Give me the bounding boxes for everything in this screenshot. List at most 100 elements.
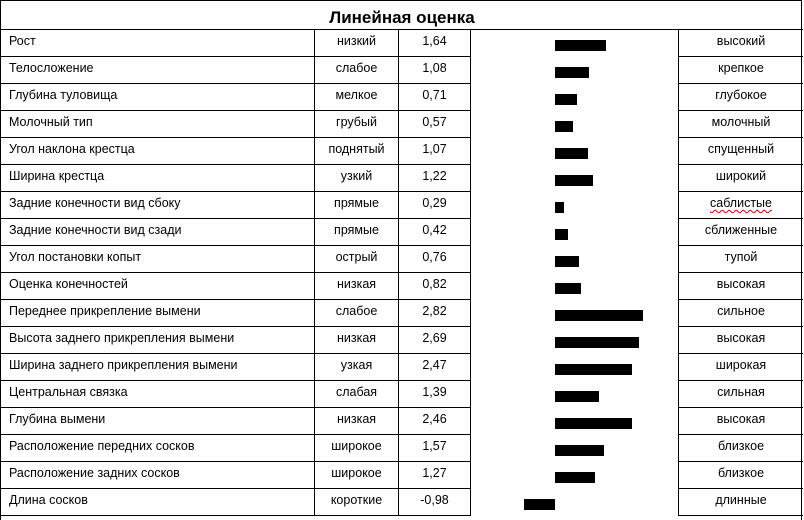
table-row: Рост низкий 1,64 высокий — [1, 30, 803, 57]
low-label-cell: поднятый — [315, 138, 399, 165]
high-label-cell: высокая — [678, 273, 803, 300]
high-label-cell-text: высокая — [716, 277, 766, 291]
trait-name-cell-text: Глубина вымени — [9, 412, 106, 426]
value-cell: 0,42 — [399, 219, 471, 246]
low-label-cell-text: слабое — [335, 61, 378, 75]
trait-name-cell-text: Расположение задних сосков — [9, 466, 180, 480]
low-label-cell-text: узкий — [340, 169, 373, 183]
high-label-cell: высокая — [678, 327, 803, 354]
trait-name-cell: Глубина вымени — [1, 408, 315, 435]
trait-name-cell-text: Рост — [9, 34, 36, 48]
trait-name-cell: Телосложение — [1, 57, 315, 84]
high-label-cell: близкое — [678, 435, 803, 462]
value-cell: 0,71 — [399, 84, 471, 111]
high-label-cell-text: высокая — [716, 412, 766, 426]
table-row: Задние конечности вид сзади прямые 0,42 сбл… — [1, 219, 803, 246]
value-cell: -0,98 — [399, 489, 471, 516]
high-label-cell: крепкое — [678, 57, 803, 84]
low-label-cell: низкая — [315, 408, 399, 435]
value-bar — [555, 310, 644, 321]
table-row: Ширина крестца узкий 1,22 широкий — [1, 165, 803, 192]
low-label-cell-text: короткие — [330, 493, 383, 507]
high-label-cell-text: спущенный — [707, 142, 775, 156]
value-cell: 0,76 — [399, 246, 471, 273]
value-cell-text: 1,07 — [422, 142, 447, 156]
value-cell: 1,08 — [399, 57, 471, 84]
trait-name-cell-text: Ширина заднего прикрепления вымени — [9, 358, 238, 372]
table-row: Глубина вымени низкая 2,46 высокая — [1, 408, 803, 435]
table-row: Молочный тип грубый 0,57 молочный — [1, 111, 803, 138]
value-cell-text: -0,98 — [420, 493, 449, 507]
low-label-cell: прямые — [315, 192, 399, 219]
table-title: Линейная оценка — [1, 1, 803, 30]
trait-name-cell: Высота заднего прикрепления вымени — [1, 327, 315, 354]
value-cell-text: 0,57 — [422, 115, 447, 129]
table-row: Оценка конечностей низкая 0,82 высокая — [1, 273, 803, 300]
high-label-cell: близкое — [678, 462, 803, 489]
value-cell-text: 2,69 — [422, 331, 447, 345]
low-label-cell-text: низкая — [336, 412, 377, 426]
trait-name-cell-text: Телосложение — [9, 61, 94, 75]
value-cell-text: 1,64 — [422, 34, 447, 48]
high-label-cell-text: тупой — [724, 250, 758, 264]
value-bar — [555, 229, 569, 240]
value-cell: 2,82 — [399, 300, 471, 327]
value-cell-text: 2,46 — [422, 412, 447, 426]
high-label-cell: длинные — [678, 489, 803, 516]
value-cell: 2,69 — [399, 327, 471, 354]
value-cell: 0,82 — [399, 273, 471, 300]
low-label-cell: широкое — [315, 435, 399, 462]
high-label-cell-text: длинные — [715, 493, 767, 507]
value-bar — [555, 175, 594, 186]
table-row: Угол наклона крестца поднятый 1,07 спущенны… — [1, 138, 803, 165]
table-row: Глубина туловища мелкое 0,71 глубокое — [1, 84, 803, 111]
value-bar — [555, 337, 640, 348]
high-label-cell: сближенные — [678, 219, 803, 246]
value-cell-text: 2,47 — [422, 358, 447, 372]
value-bar — [555, 256, 579, 267]
high-label-cell-text: высокий — [716, 34, 766, 48]
trait-name-cell: Переднее прикрепление вымени — [1, 300, 315, 327]
value-cell-text: 1,57 — [422, 439, 447, 453]
low-label-cell: широкое — [315, 462, 399, 489]
trait-name-cell: Угол наклона крестца — [1, 138, 315, 165]
trait-name-cell: Ширина крестца — [1, 165, 315, 192]
value-cell-text: 1,22 — [422, 169, 447, 183]
low-label-cell-text: широкое — [331, 466, 382, 480]
high-label-cell: сильная — [678, 381, 803, 408]
value-cell: 1,39 — [399, 381, 471, 408]
trait-name-cell-text: Длина сосков — [9, 493, 88, 507]
trait-name-cell: Расположение задних сосков — [1, 462, 315, 489]
value-cell-text: 0,42 — [422, 223, 447, 237]
trait-name-cell: Молочный тип — [1, 111, 315, 138]
value-cell: 2,46 — [399, 408, 471, 435]
low-label-cell: низкая — [315, 327, 399, 354]
value-cell-text: 0,71 — [422, 88, 447, 102]
table-row: Переднее прикрепление вымени слабое 2,82 си… — [1, 300, 803, 327]
value-bar — [555, 148, 589, 159]
high-label-cell: широкий — [678, 165, 803, 192]
trait-name-cell-text: Переднее прикрепление вымени — [9, 304, 201, 318]
value-bar — [555, 67, 589, 78]
trait-name-cell: Угол постановки копыт — [1, 246, 315, 273]
low-label-cell-text: широкое — [331, 439, 382, 453]
low-label-cell-text: поднятый — [328, 142, 385, 156]
high-label-cell: саблистые — [678, 192, 803, 219]
table-row: Центральная связка слабая 1,39 сильная — [1, 381, 803, 408]
high-label-cell: спущенный — [678, 138, 803, 165]
value-cell: 0,29 — [399, 192, 471, 219]
trait-name-cell-text: Задние конечности вид сзади — [9, 223, 182, 237]
trait-name-cell: Длина сосков — [1, 489, 315, 516]
value-bar — [555, 283, 581, 294]
value-cell: 0,57 — [399, 111, 471, 138]
high-label-cell-text: сильное — [717, 304, 765, 318]
high-label-cell: широкая — [678, 354, 803, 381]
trait-name-cell-text: Угол постановки копыт — [9, 250, 142, 264]
high-label-cell-text: молочный — [711, 115, 771, 129]
trait-name-cell-text: Ширина крестца — [9, 169, 105, 183]
trait-name-cell-text: Глубина туловища — [9, 88, 118, 102]
value-cell-text: 1,39 — [422, 385, 447, 399]
value-bar — [555, 418, 632, 429]
value-bar — [555, 202, 565, 213]
